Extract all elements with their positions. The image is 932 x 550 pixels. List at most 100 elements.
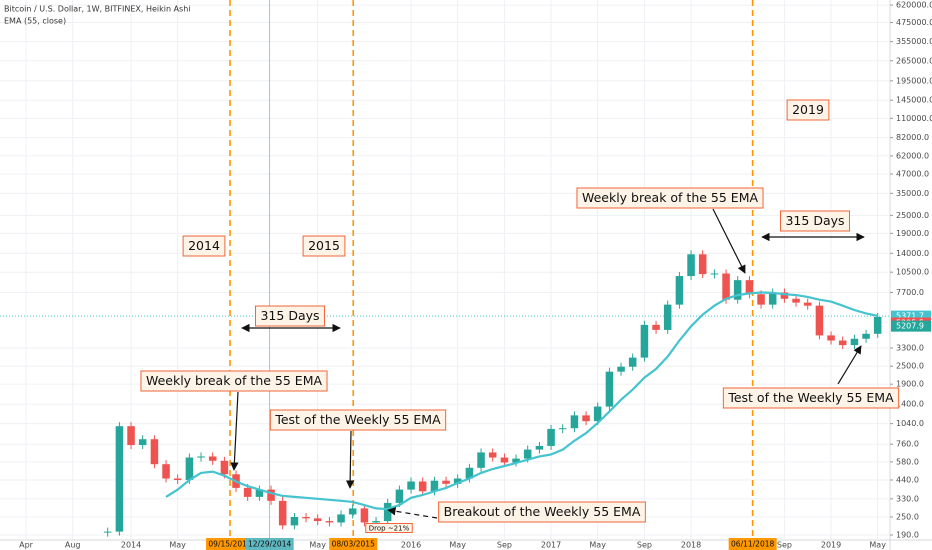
x-tick-label: May — [309, 541, 326, 550]
candle — [687, 254, 695, 277]
y-tick-label: 35000.0 — [896, 189, 929, 198]
candle — [792, 298, 800, 303]
annotation: 315 Days — [785, 213, 844, 228]
y-tick-label: 82000.0 — [896, 133, 929, 142]
candle — [173, 478, 182, 480]
x-tick-label: 2017 — [541, 541, 561, 550]
candle — [675, 276, 684, 305]
ema-line — [165, 291, 878, 511]
y-tick-label: 47000.0 — [896, 170, 929, 179]
y-tick-label: 19000.0 — [896, 229, 929, 238]
annotation: Breakout of the Weekly 55 EMA — [444, 504, 641, 519]
candle — [395, 489, 404, 503]
candle — [267, 489, 275, 501]
x-tick-label: 2014 — [121, 541, 141, 550]
annotation: 2015 — [308, 238, 340, 253]
y-tick-label: 250.0 — [896, 513, 919, 522]
candle — [815, 305, 824, 336]
annotation: 2014 — [188, 238, 220, 253]
y-tick-label: 760.0 — [896, 440, 919, 449]
date-marker-label: 06/11/2018 — [731, 540, 774, 549]
candle — [605, 371, 614, 407]
candle — [862, 333, 870, 339]
candle — [313, 518, 322, 522]
y-tick-label: 190.0 — [896, 530, 919, 539]
candle — [803, 302, 812, 306]
date-marker-label: 12/29/2014 — [248, 540, 291, 549]
y-tick-label: 7700.0 — [896, 288, 924, 297]
annotation: Weekly break of the 55 EMA — [582, 190, 759, 205]
x-tick-label: 2016 — [401, 541, 421, 550]
candle — [535, 445, 544, 450]
date-marker — [728, 538, 777, 550]
y-tick-label: 62000.0 — [896, 151, 929, 160]
candle — [593, 406, 602, 422]
price-label-bg — [891, 310, 931, 322]
candle — [745, 280, 754, 295]
y-tick-label: 1900.0 — [896, 380, 924, 389]
candle — [570, 415, 579, 429]
x-tick-label: Apr — [19, 541, 34, 550]
annotation-box — [438, 501, 646, 523]
candle — [523, 449, 532, 459]
candle — [442, 480, 450, 484]
candle — [197, 456, 205, 458]
candle — [827, 335, 835, 341]
annotation-box — [722, 387, 900, 409]
candle — [628, 357, 637, 367]
candle — [162, 464, 170, 479]
x-tick-label: May — [869, 541, 886, 550]
date-marker-label: 08/03/2015 — [332, 540, 375, 549]
date-marker — [329, 538, 378, 550]
price-label-bg — [891, 320, 931, 332]
annotation: 315 Days — [260, 308, 319, 323]
x-tick-label: 2019 — [821, 541, 841, 550]
candle — [278, 500, 287, 526]
candle — [465, 467, 474, 479]
arrow — [837, 345, 862, 385]
annotation: Drop ~21% — [369, 525, 410, 533]
candle — [722, 273, 730, 300]
y-tick-label: 14000.0 — [896, 249, 929, 258]
candle — [138, 439, 147, 446]
candle — [512, 458, 520, 463]
chart-title: Bitcoin / U.S. Dollar, 1W, BITFINEX, Hei… — [4, 5, 191, 14]
y-tick-label: 355000.0 — [896, 37, 932, 46]
candle — [348, 508, 357, 515]
y-tick-label: 110000.0 — [896, 114, 932, 123]
y-tick-label: 1040.0 — [896, 419, 924, 428]
x-tick-label: Sep — [497, 541, 512, 550]
candle — [453, 478, 462, 484]
candle — [372, 521, 380, 523]
candle — [208, 456, 217, 461]
candle — [115, 426, 124, 532]
candle — [780, 292, 789, 299]
y-tick-label: 145000.0 — [896, 96, 932, 105]
candle — [127, 426, 135, 446]
y-tick-label: 265000.0 — [896, 56, 932, 65]
x-tick-label: Sep — [777, 541, 792, 550]
arrow — [712, 208, 746, 274]
candle — [407, 481, 415, 490]
candle — [663, 304, 672, 330]
y-tick-label: 475000.0 — [896, 18, 932, 27]
candle — [418, 481, 427, 492]
y-tick-label: 330.0 — [896, 494, 919, 503]
y-tick-label: 25000.0 — [896, 211, 929, 220]
x-tick-label: May — [589, 541, 606, 550]
y-tick-label: 3300.0 — [896, 344, 924, 353]
annotation-box — [365, 523, 413, 533]
date-marker-label: 09/15/2014 — [208, 540, 251, 549]
y-tick-label: 580.0 — [896, 457, 919, 466]
price-label: 5371.7 — [896, 312, 924, 321]
y-tick-label: 620000.0 — [896, 1, 932, 10]
candle — [255, 489, 264, 497]
candle — [698, 254, 707, 275]
annotation: Test of the Weekly 55 EMA — [727, 390, 894, 405]
annotation-box — [302, 235, 346, 257]
x-tick-label: 2018 — [681, 541, 701, 550]
x-tick-label: May — [449, 541, 466, 550]
candle — [873, 316, 882, 334]
